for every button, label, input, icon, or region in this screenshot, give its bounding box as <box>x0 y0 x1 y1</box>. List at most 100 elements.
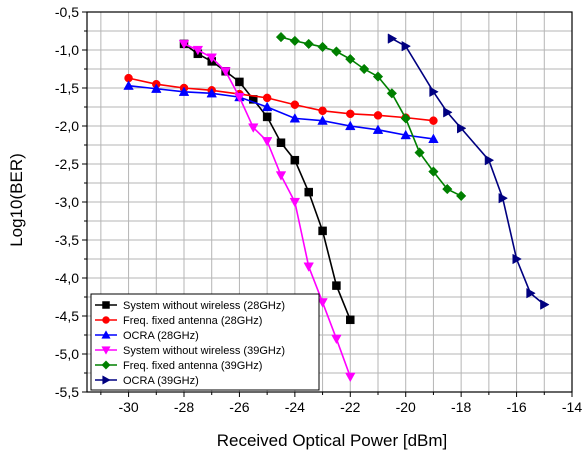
data-point <box>151 83 162 93</box>
data-point <box>345 53 356 65</box>
y-tick-label: -3,5 <box>55 232 79 248</box>
legend-label: OCRA (39GHz) <box>123 375 199 387</box>
data-point <box>317 298 328 308</box>
data-point <box>331 46 342 57</box>
data-point <box>443 107 453 118</box>
series-line <box>128 84 434 140</box>
data-point <box>372 124 384 134</box>
data-point <box>358 63 370 75</box>
series-6 <box>387 33 550 310</box>
x-tick-label: -28 <box>174 399 194 415</box>
data-point <box>318 226 327 236</box>
legend-marker <box>101 346 111 355</box>
plot-series <box>123 31 550 383</box>
data-point <box>290 155 300 165</box>
x-tick-label: -30 <box>118 399 138 415</box>
data-point <box>428 166 439 177</box>
legend-marker <box>101 360 111 370</box>
data-point <box>262 112 272 122</box>
data-point <box>372 71 384 82</box>
series-2 <box>124 73 438 125</box>
y-tick-label: -1,5 <box>55 80 79 96</box>
x-tick-labels: -30 -28 -26 -24 -22 -20 -18 -16 -14 <box>118 399 582 415</box>
legend-label: Freq. fixed antenna (28GHz) <box>123 315 262 327</box>
data-point <box>373 111 383 120</box>
y-tick-label: -1,0 <box>55 42 79 58</box>
y-tick-label: -0,5 <box>55 4 79 20</box>
data-point <box>317 41 328 53</box>
data-point <box>429 116 438 125</box>
data-point <box>178 86 190 96</box>
data-point <box>289 35 301 47</box>
x-tick-label: -22 <box>340 399 360 415</box>
x-tick-label: -24 <box>285 399 305 415</box>
legend-label: Freq. fixed antenna (39GHz) <box>123 360 262 372</box>
data-point <box>512 253 522 265</box>
data-point <box>234 93 245 103</box>
x-tick-label: -14 <box>562 399 582 415</box>
x-tick-label: -20 <box>396 399 416 415</box>
y-tick-labels: -0,5 -1,0 -1,5 -2,0 -2,5 -3,0 -3,5 -4,0 -4,5 -5,0… <box>55 4 79 400</box>
series-5 <box>275 31 467 202</box>
legend-marker <box>102 375 111 385</box>
y-tick-label: -4,5 <box>55 308 79 324</box>
data-point <box>331 334 342 345</box>
data-point <box>262 93 272 103</box>
x-tick-label: -16 <box>506 399 526 415</box>
y-axis-title: Log10(BER) <box>7 153 26 247</box>
axis-ticks <box>82 11 573 397</box>
grid-lines <box>87 12 572 392</box>
y-tick-label: -2,0 <box>55 118 79 134</box>
series-line <box>128 77 434 122</box>
legend-marker <box>102 316 110 324</box>
data-point <box>318 106 327 116</box>
data-point <box>290 100 300 109</box>
x-tick-label: -18 <box>451 399 471 415</box>
legend-item: OCRA (28GHz) <box>95 330 199 342</box>
data-point <box>235 77 244 87</box>
data-point <box>540 299 550 310</box>
data-point <box>457 123 467 134</box>
series-line <box>391 37 545 306</box>
data-point <box>332 281 341 290</box>
y-tick-label: -2,5 <box>55 156 79 172</box>
data-point <box>275 31 287 43</box>
legend-item: System without wireless (39GHz) <box>95 345 285 357</box>
data-point <box>261 137 273 147</box>
data-point <box>429 86 439 98</box>
data-point <box>526 287 536 299</box>
y-tick-label: -3,0 <box>55 194 79 210</box>
legend-item: System without wireless (28GHz) <box>95 300 285 312</box>
data-point <box>317 115 328 125</box>
data-point <box>220 67 231 77</box>
legend-item: Freq. fixed antenna (28GHz) <box>95 315 262 327</box>
legend-label: System without wireless (39GHz) <box>123 345 285 357</box>
data-point <box>498 192 509 204</box>
legend: System without wireless (28GHz) Freq. fix… <box>90 293 320 391</box>
data-point <box>192 45 204 56</box>
legend-label: System without wireless (28GHz) <box>123 300 285 312</box>
data-point <box>346 109 355 119</box>
data-point <box>261 101 273 112</box>
data-point <box>442 183 453 195</box>
data-point <box>206 53 217 63</box>
data-point <box>303 38 314 50</box>
legend-box <box>90 293 320 391</box>
legend-item: Freq. fixed antenna (39GHz) <box>95 360 262 372</box>
data-point <box>206 88 217 98</box>
y-tick-label: -4,0 <box>55 270 79 286</box>
data-point <box>455 190 467 202</box>
data-point <box>123 80 134 90</box>
data-point <box>345 372 356 383</box>
series-3 <box>123 80 439 144</box>
data-point <box>346 315 355 325</box>
x-tick-label: -26 <box>229 399 249 415</box>
data-point <box>275 171 287 181</box>
data-point <box>345 120 356 131</box>
data-point <box>484 154 495 166</box>
data-point <box>178 39 190 50</box>
data-point <box>401 40 412 52</box>
legend-label: OCRA (28GHz) <box>123 330 199 342</box>
data-point <box>289 197 301 208</box>
